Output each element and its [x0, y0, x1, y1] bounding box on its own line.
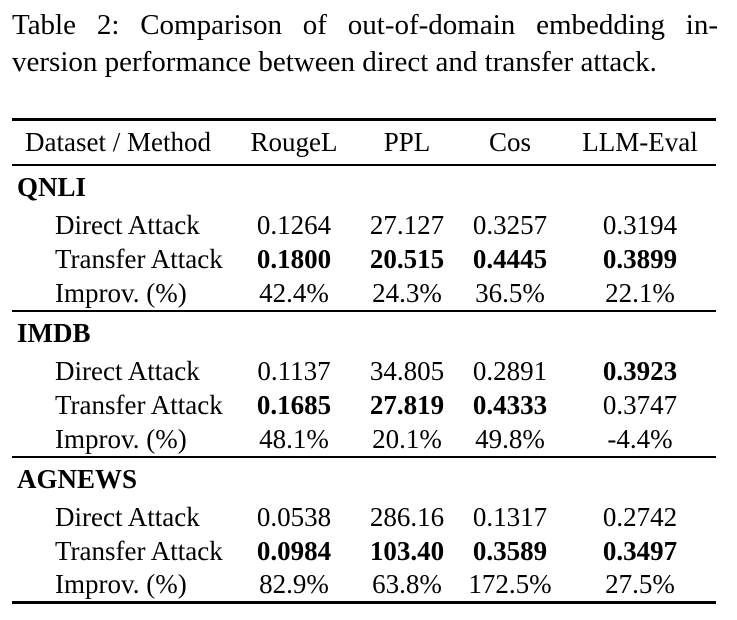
metric-value: 286.16 [369, 502, 445, 532]
metric-value: 0.2742 [602, 502, 678, 532]
metric-value: 82.9% [259, 569, 329, 600]
metric-value: 0.4333 [472, 390, 548, 420]
section-name: QNLI [17, 171, 87, 202]
metric-value: 24.3% [372, 277, 442, 308]
method-label: Transfer Attack [55, 536, 223, 566]
section-name: IMDB [17, 317, 91, 348]
metric-value: 36.5% [475, 277, 545, 308]
data-row: Transfer Attack 0.1800 20.515 0.4445 0.3899 [12, 243, 716, 277]
data-row: Direct Attack 0.1264 27.127 0.3257 0.3194 [12, 209, 716, 243]
column-header: RougeL [250, 126, 338, 157]
table-header: Dataset / Method RougeL PPL Cos LLM-Eval [12, 120, 716, 165]
metric-value: 49.8% [475, 423, 545, 454]
metric-value: 0.4445 [472, 244, 548, 274]
method-label: Improv. (%) [55, 423, 187, 454]
method-label: Direct Attack [55, 210, 200, 240]
metric-value: 27.127 [369, 210, 445, 240]
metric-value: 0.1317 [472, 502, 548, 532]
column-header: Dataset / Method [25, 126, 211, 157]
section-row: QNLI [12, 165, 716, 209]
metric-value: 42.4% [259, 277, 329, 308]
metric-value: 0.3257 [472, 210, 548, 240]
column-header: LLM-Eval [582, 126, 698, 157]
table-section: AGNEWS Direct Attack 0.0538 286.16 0.1317 0.2… [12, 456, 716, 603]
data-row: Improv. (%) 82.9% 63.8% 172.5% 27.5% [12, 569, 716, 603]
data-row: Transfer Attack 0.1685 27.819 0.4333 0.3747 [12, 389, 716, 423]
metric-value: 0.3747 [602, 390, 678, 420]
table-section: IMDB Direct Attack 0.1137 34.805 0.2891 0.392… [12, 310, 716, 457]
data-row: Improv. (%) 48.1% 20.1% 49.8% -4.4% [12, 423, 716, 457]
data-row: Improv. (%) 42.4% 24.3% 36.5% 22.1% [12, 277, 716, 311]
method-label: Direct Attack [55, 502, 200, 532]
method-label: Improv. (%) [55, 569, 187, 600]
metric-value: 27.819 [369, 390, 445, 420]
method-label: Direct Attack [55, 356, 200, 386]
metric-value: 0.3497 [602, 536, 678, 566]
metric-value: 0.0984 [256, 536, 332, 566]
method-label: Transfer Attack [55, 244, 223, 274]
metric-value: 0.3899 [602, 244, 678, 274]
metric-value: 0.2891 [472, 356, 548, 386]
metric-value: 63.8% [372, 569, 442, 600]
data-row: Direct Attack 0.0538 286.16 0.1317 0.2742 [12, 501, 716, 535]
table-section: QNLI Direct Attack 0.1264 27.127 0.3257 0.319… [12, 165, 716, 311]
header-row: Dataset / Method RougeL PPL Cos LLM-Eval [12, 120, 716, 165]
column-header: Cos [488, 126, 532, 157]
section-name: AGNEWS [17, 463, 138, 494]
section-row: AGNEWS [12, 457, 716, 501]
metric-value: 20.515 [369, 244, 445, 274]
data-row: Transfer Attack 0.0984 103.40 0.3589 0.3497 [12, 535, 716, 569]
caption-line-1: Table 2: Comparison of out-of-domain emb… [12, 9, 718, 41]
metric-value: 0.1137 [257, 356, 331, 386]
method-label: Transfer Attack [55, 390, 223, 420]
metric-value: 0.1685 [256, 390, 332, 420]
metric-value: 48.1% [259, 423, 329, 454]
metric-value: 0.0538 [256, 502, 332, 532]
metric-value: 0.3589 [472, 536, 548, 566]
metric-value: 22.1% [605, 277, 675, 308]
results-table: Dataset / Method RougeL PPL Cos LLM-Eval QNL… [12, 118, 716, 604]
metric-value: 0.3923 [602, 356, 678, 386]
table-caption: Table 2: Comparison of out-of-domain emb… [12, 7, 718, 81]
metric-value: 103.40 [369, 536, 445, 566]
metric-value: 172.5% [468, 569, 552, 600]
metric-value: 0.1800 [256, 244, 332, 274]
column-header: PPL [383, 126, 431, 157]
section-row: IMDB [12, 311, 716, 355]
metric-value: 27.5% [605, 569, 675, 600]
metric-value: 0.3194 [602, 210, 678, 240]
method-label: Improv. (%) [55, 277, 187, 308]
metric-value: 20.1% [372, 423, 442, 454]
metric-value: 0.1264 [256, 210, 332, 240]
metric-value: -4.4% [607, 423, 673, 454]
data-row: Direct Attack 0.1137 34.805 0.2891 0.3923 [12, 355, 716, 389]
metric-value: 34.805 [369, 356, 445, 386]
caption-line-2: version performance between direct and t… [12, 46, 657, 78]
